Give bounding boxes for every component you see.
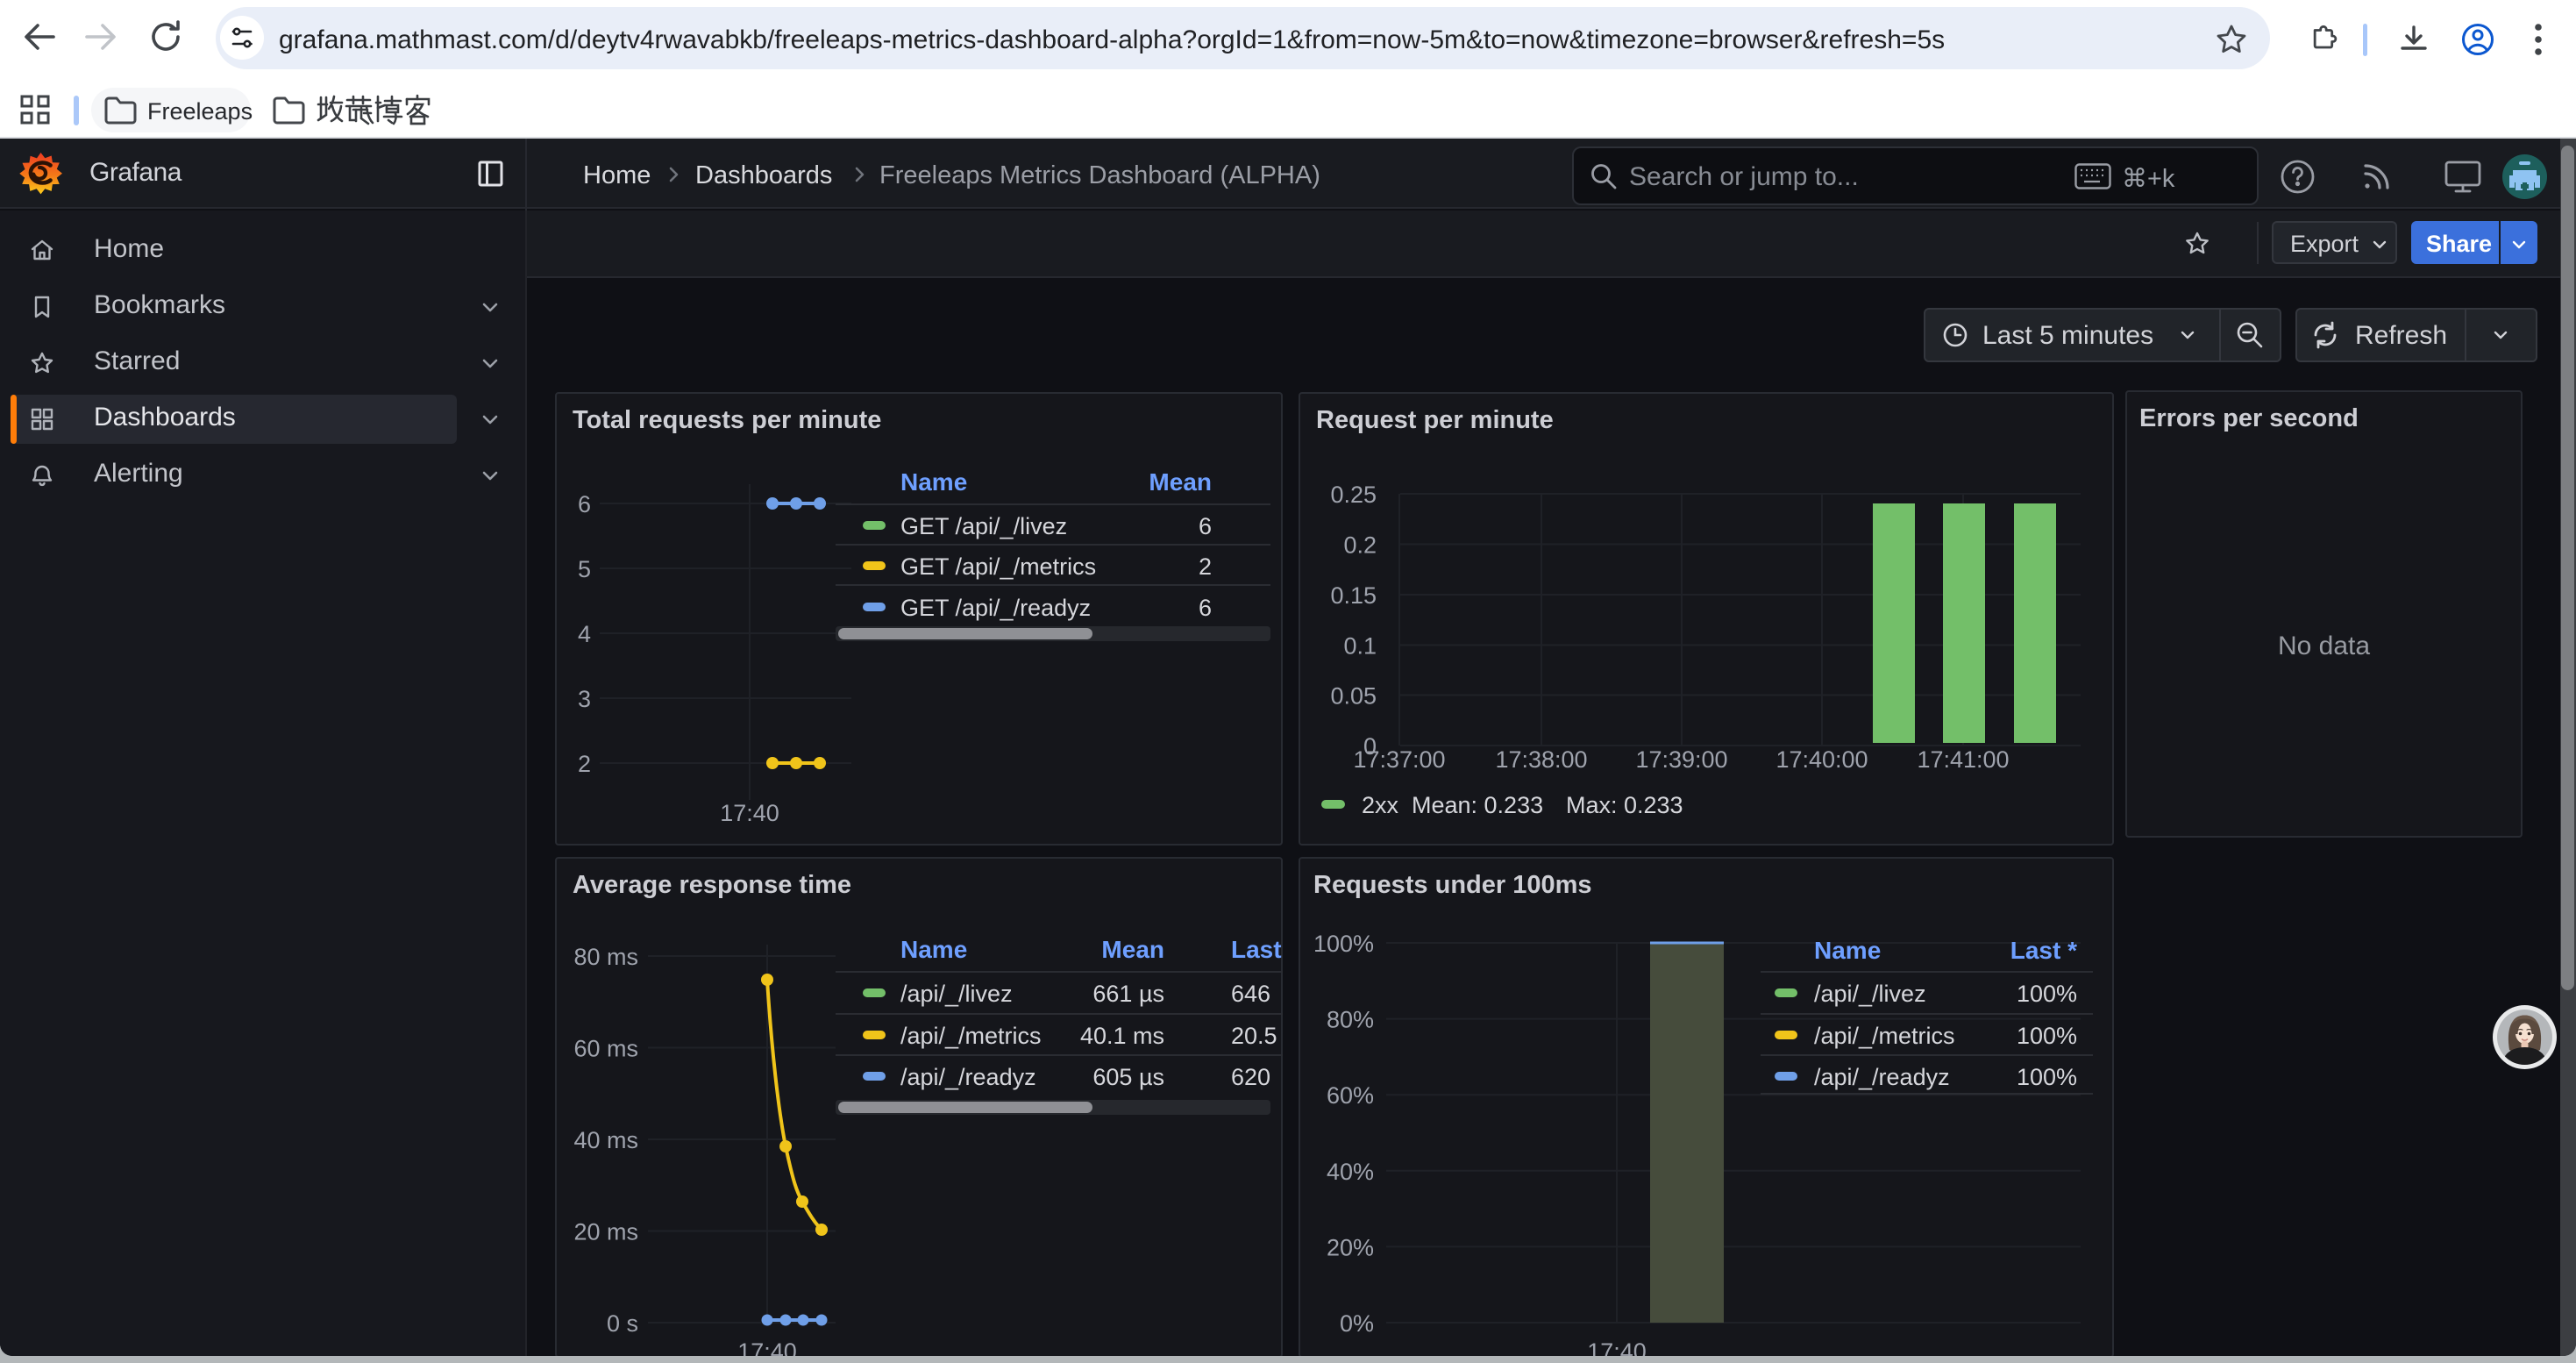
svg-text:6: 6	[578, 491, 591, 517]
svg-text:100%: 100%	[2017, 1064, 2077, 1090]
svg-text:605 µs: 605 µs	[1092, 1064, 1164, 1090]
svg-text:/api/_/livez: /api/_/livez	[1814, 981, 1926, 1007]
svg-text:Last *: Last *	[2010, 937, 2077, 964]
svg-text:100%: 100%	[2017, 1023, 2077, 1049]
svg-text:646: 646	[1231, 981, 1270, 1007]
svg-text:/api/_/readyz: /api/_/readyz	[900, 1064, 1036, 1090]
svg-text:6: 6	[1199, 595, 1212, 621]
svg-text:0: 0	[1363, 733, 1377, 760]
svg-text:20%: 20%	[1327, 1234, 1374, 1260]
svg-text:17:39:00: 17:39:00	[1635, 746, 1727, 773]
svg-text:60 ms: 60 ms	[573, 1036, 638, 1062]
svg-text:Last *: Last *	[1231, 936, 1283, 963]
svg-text:2: 2	[578, 751, 591, 777]
svg-text:0.05: 0.05	[1330, 683, 1377, 710]
svg-text:40.1 ms: 40.1 ms	[1080, 1023, 1164, 1049]
svg-text:20 ms: 20 ms	[573, 1219, 638, 1245]
svg-text:/api/_/readyz: /api/_/readyz	[1814, 1064, 1950, 1090]
svg-text:Name: Name	[900, 936, 967, 963]
svg-text:100%: 100%	[2017, 981, 2077, 1007]
svg-text:/api/_/livez: /api/_/livez	[900, 981, 1013, 1007]
svg-text:17:41:00: 17:41:00	[1917, 746, 2009, 773]
svg-text:0.1: 0.1	[1343, 633, 1377, 660]
svg-text:2xx: 2xx	[1362, 792, 1399, 818]
svg-text:20.5 m: 20.5 m	[1231, 1023, 1283, 1049]
svg-text:17:40: 17:40	[737, 1338, 797, 1356]
svg-text:17:37:00: 17:37:00	[1353, 746, 1445, 773]
svg-text:0 s: 0 s	[607, 1310, 638, 1337]
svg-text:Mean: Mean	[1149, 468, 1212, 496]
svg-text:/api/_/metrics: /api/_/metrics	[1814, 1023, 1955, 1049]
svg-text:0.15: 0.15	[1330, 582, 1377, 609]
svg-text:GET /api/_/livez: GET /api/_/livez	[900, 513, 1067, 539]
svg-text:661 µs: 661 µs	[1092, 981, 1164, 1007]
svg-text:17:38:00: 17:38:00	[1495, 746, 1587, 773]
svg-text:80%: 80%	[1327, 1007, 1374, 1033]
svg-text:0.25: 0.25	[1330, 482, 1377, 508]
svg-text:100%: 100%	[1313, 931, 1374, 957]
svg-text:Mean: 0.233: Mean: 0.233	[1412, 792, 1543, 818]
svg-text:Name: Name	[1814, 937, 1881, 964]
svg-text:2: 2	[1199, 553, 1212, 580]
svg-text:Name: Name	[900, 468, 967, 496]
svg-text:/api/_/metrics: /api/_/metrics	[900, 1023, 1042, 1049]
svg-text:GET /api/_/metrics: GET /api/_/metrics	[900, 553, 1096, 580]
svg-text:4: 4	[578, 621, 591, 647]
svg-text:Mean: Mean	[1101, 936, 1164, 963]
svg-text:17:40:00: 17:40:00	[1775, 746, 1868, 773]
svg-text:40%: 40%	[1327, 1159, 1374, 1185]
svg-text:GET /api/_/readyz: GET /api/_/readyz	[900, 595, 1091, 621]
svg-text:6: 6	[1199, 513, 1212, 539]
svg-text:0%: 0%	[1340, 1310, 1374, 1337]
svg-text:17:40: 17:40	[1587, 1338, 1647, 1356]
svg-text:80 ms: 80 ms	[573, 944, 638, 970]
svg-text:17:40: 17:40	[720, 800, 779, 826]
svg-text:0.2: 0.2	[1343, 532, 1377, 559]
svg-text:40 ms: 40 ms	[573, 1127, 638, 1153]
svg-text:3: 3	[578, 686, 591, 712]
svg-text:620: 620	[1231, 1064, 1270, 1090]
svg-text:60%: 60%	[1327, 1082, 1374, 1109]
svg-text:Max: 0.233: Max: 0.233	[1566, 792, 1683, 818]
svg-text:5: 5	[578, 556, 591, 582]
